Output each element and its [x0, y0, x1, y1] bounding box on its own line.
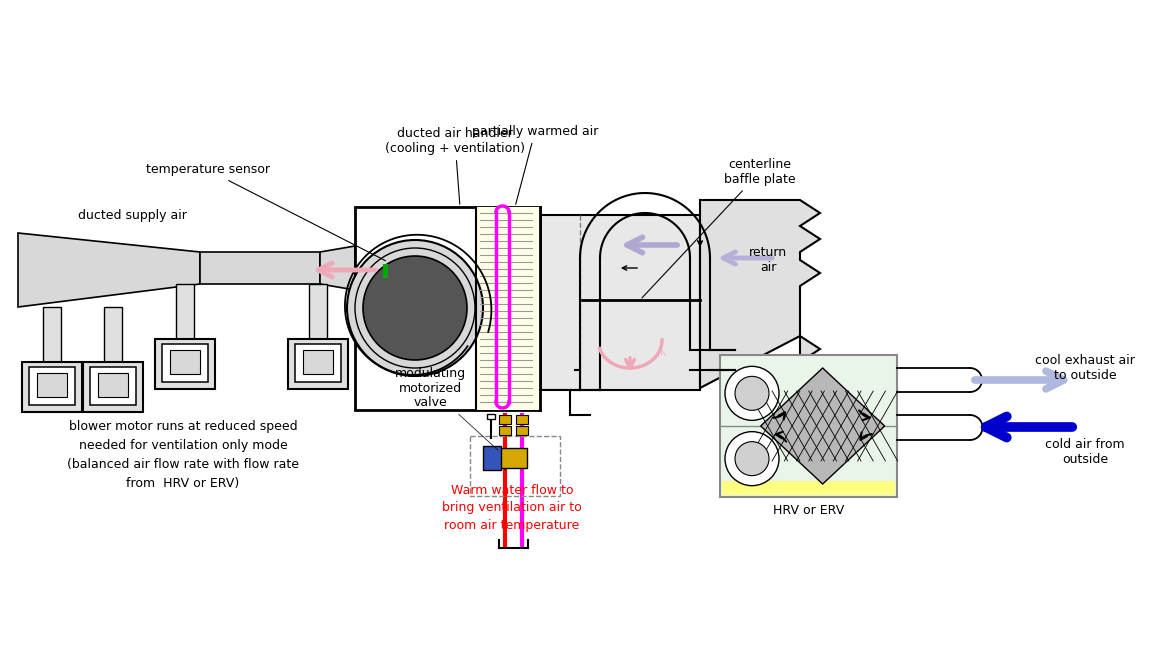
Text: cold air from
outside: cold air from outside [1045, 438, 1124, 466]
Polygon shape [760, 368, 885, 484]
Circle shape [363, 256, 467, 360]
Bar [22, 362, 82, 412]
Bar [309, 284, 326, 339]
Text: centerline
baffle plate: centerline baffle plate [642, 158, 796, 298]
Bar [295, 344, 340, 382]
Bar [498, 426, 511, 435]
Bar [722, 481, 895, 495]
Bar [170, 350, 200, 374]
Text: HRV or ERV: HRV or ERV [773, 503, 844, 517]
Bar [176, 284, 194, 339]
Bar [288, 339, 347, 389]
Polygon shape [200, 252, 321, 284]
Bar [355, 207, 541, 410]
Circle shape [735, 376, 769, 411]
Text: modulating
motorized
valve: modulating motorized valve [394, 367, 498, 450]
Bar [541, 390, 570, 410]
Circle shape [725, 367, 779, 420]
Circle shape [725, 432, 779, 486]
Bar [154, 339, 215, 389]
Bar [43, 307, 61, 362]
Text: ducted supply air: ducted supply air [77, 209, 186, 222]
Bar [104, 307, 122, 362]
Circle shape [735, 442, 769, 476]
Text: ducted air handler
(cooling + ventilation): ducted air handler (cooling + ventilatio… [385, 127, 525, 204]
Bar [541, 215, 700, 390]
Bar [516, 426, 528, 435]
Polygon shape [18, 233, 200, 307]
Bar [303, 350, 333, 374]
Bar [498, 415, 511, 424]
Text: Warm water flow to
bring ventilation air to
room air temperature: Warm water flow to bring ventilation air… [442, 484, 581, 532]
Bar [500, 448, 526, 468]
Text: temperature sensor: temperature sensor [146, 163, 386, 261]
Bar [516, 415, 528, 424]
Bar [37, 373, 67, 397]
Text: cool exhaust air
to outside: cool exhaust air to outside [1035, 354, 1135, 382]
Bar [483, 446, 501, 470]
Bar [98, 373, 128, 397]
Bar [161, 344, 208, 382]
Circle shape [347, 240, 483, 376]
Bar [476, 207, 541, 410]
Text: return
air: return air [749, 246, 787, 274]
Bar [487, 414, 495, 419]
Bar [897, 368, 970, 392]
Text: partially warmed air: partially warmed air [472, 125, 598, 205]
Text: blower motor runs at reduced speed
needed for ventilation only mode
(balanced ai: blower motor runs at reduced speed neede… [67, 420, 300, 490]
Bar [83, 362, 143, 412]
Bar [29, 367, 75, 405]
Bar [470, 436, 560, 496]
Polygon shape [321, 246, 355, 290]
Polygon shape [700, 200, 820, 388]
Bar [90, 367, 136, 405]
Bar [897, 415, 970, 440]
Bar [383, 264, 388, 278]
Bar [720, 355, 897, 497]
